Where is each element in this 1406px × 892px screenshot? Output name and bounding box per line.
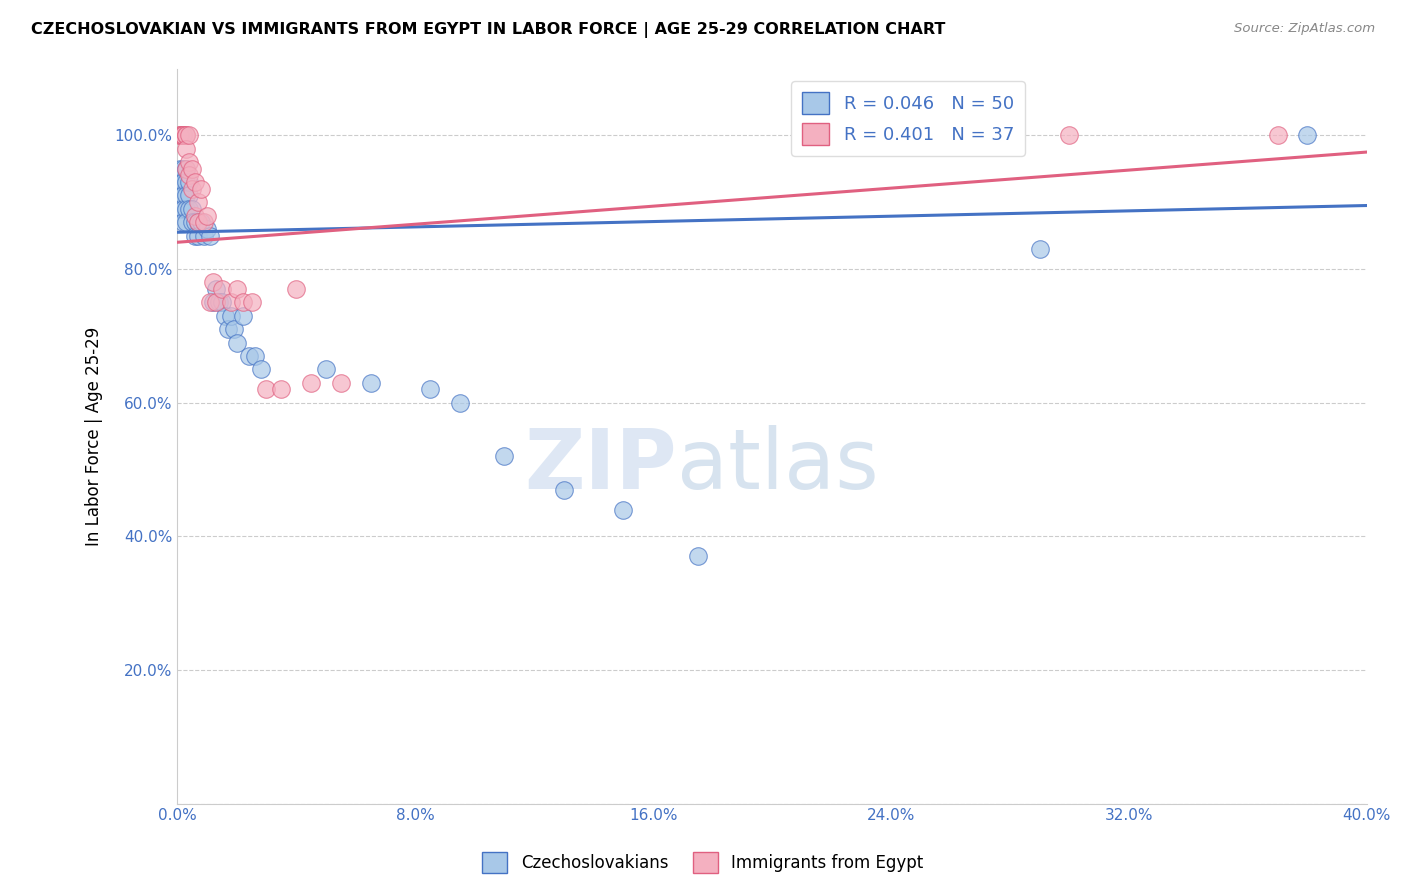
Point [174, 128, 197, 143]
Point [553, 483, 575, 497]
Text: CZECHOSLOVAKIAN VS IMMIGRANTS FROM EGYPT IN LABOR FORCE | AGE 25-29 CORRELATION : CZECHOSLOVAKIAN VS IMMIGRANTS FROM EGYPT… [31, 22, 945, 38]
Point [201, 276, 224, 290]
Text: atlas: atlas [676, 425, 879, 506]
Point [174, 175, 197, 189]
Point [201, 295, 224, 310]
Point [299, 376, 322, 390]
Point [419, 382, 441, 396]
Point [193, 215, 215, 229]
Point [285, 282, 308, 296]
Text: ZIP: ZIP [524, 425, 676, 506]
Point [214, 309, 236, 323]
Point [169, 161, 191, 176]
Point [184, 228, 207, 243]
Text: Source: ZipAtlas.com: Source: ZipAtlas.com [1234, 22, 1375, 36]
Point [217, 322, 239, 336]
Point [193, 228, 215, 243]
Point [179, 128, 201, 143]
Point [179, 188, 201, 202]
Point [211, 282, 233, 296]
Point [181, 161, 204, 176]
Point [169, 128, 191, 143]
Point [187, 195, 209, 210]
Point [195, 222, 218, 236]
Point [172, 175, 194, 189]
Point [172, 215, 194, 229]
Point [686, 549, 709, 564]
Point [172, 128, 194, 143]
Point [232, 309, 254, 323]
Point [174, 161, 197, 176]
Point [198, 295, 221, 310]
Point [187, 215, 209, 229]
Point [174, 215, 197, 229]
Point [181, 182, 204, 196]
Point [360, 376, 382, 390]
Point [238, 349, 260, 363]
Point [1267, 128, 1289, 143]
Point [219, 309, 242, 323]
Point [169, 175, 191, 189]
Point [190, 215, 212, 229]
Point [179, 155, 201, 169]
Point [169, 202, 191, 216]
Point [179, 169, 201, 183]
Point [181, 215, 204, 229]
Point [169, 128, 191, 143]
Point [172, 188, 194, 202]
Point [243, 349, 266, 363]
Point [315, 362, 337, 376]
Point [219, 295, 242, 310]
Point [198, 228, 221, 243]
Point [449, 395, 471, 409]
Legend: Czechoslovakians, Immigrants from Egypt: Czechoslovakians, Immigrants from Egypt [475, 846, 931, 880]
Point [184, 209, 207, 223]
Point [329, 376, 352, 390]
Point [195, 209, 218, 223]
Point [181, 202, 204, 216]
Point [187, 228, 209, 243]
Point [174, 161, 197, 176]
Point [270, 382, 292, 396]
Point [222, 322, 245, 336]
Point [1059, 128, 1081, 143]
Point [1028, 242, 1050, 256]
Y-axis label: In Labor Force | Age 25-29: In Labor Force | Age 25-29 [86, 326, 103, 546]
Point [172, 128, 194, 143]
Point [169, 188, 191, 202]
Point [184, 175, 207, 189]
Point [172, 128, 194, 143]
Point [1296, 128, 1319, 143]
Point [179, 202, 201, 216]
Point [205, 282, 228, 296]
Point [187, 215, 209, 229]
Point [179, 175, 201, 189]
Point [211, 295, 233, 310]
Point [256, 382, 278, 396]
Point [174, 202, 197, 216]
Point [174, 188, 197, 202]
Point [190, 182, 212, 196]
Point [174, 128, 197, 143]
Point [240, 295, 263, 310]
Point [612, 502, 634, 516]
Point [494, 449, 516, 463]
Point [208, 295, 231, 310]
Point [225, 335, 247, 350]
Point [232, 295, 254, 310]
Point [249, 362, 271, 376]
Point [205, 295, 228, 310]
Point [172, 202, 194, 216]
Point [172, 161, 194, 176]
Legend: R = 0.046   N = 50, R = 0.401   N = 37: R = 0.046 N = 50, R = 0.401 N = 37 [792, 81, 1025, 156]
Point [184, 215, 207, 229]
Point [225, 282, 247, 296]
Point [169, 128, 191, 143]
Point [174, 142, 197, 156]
